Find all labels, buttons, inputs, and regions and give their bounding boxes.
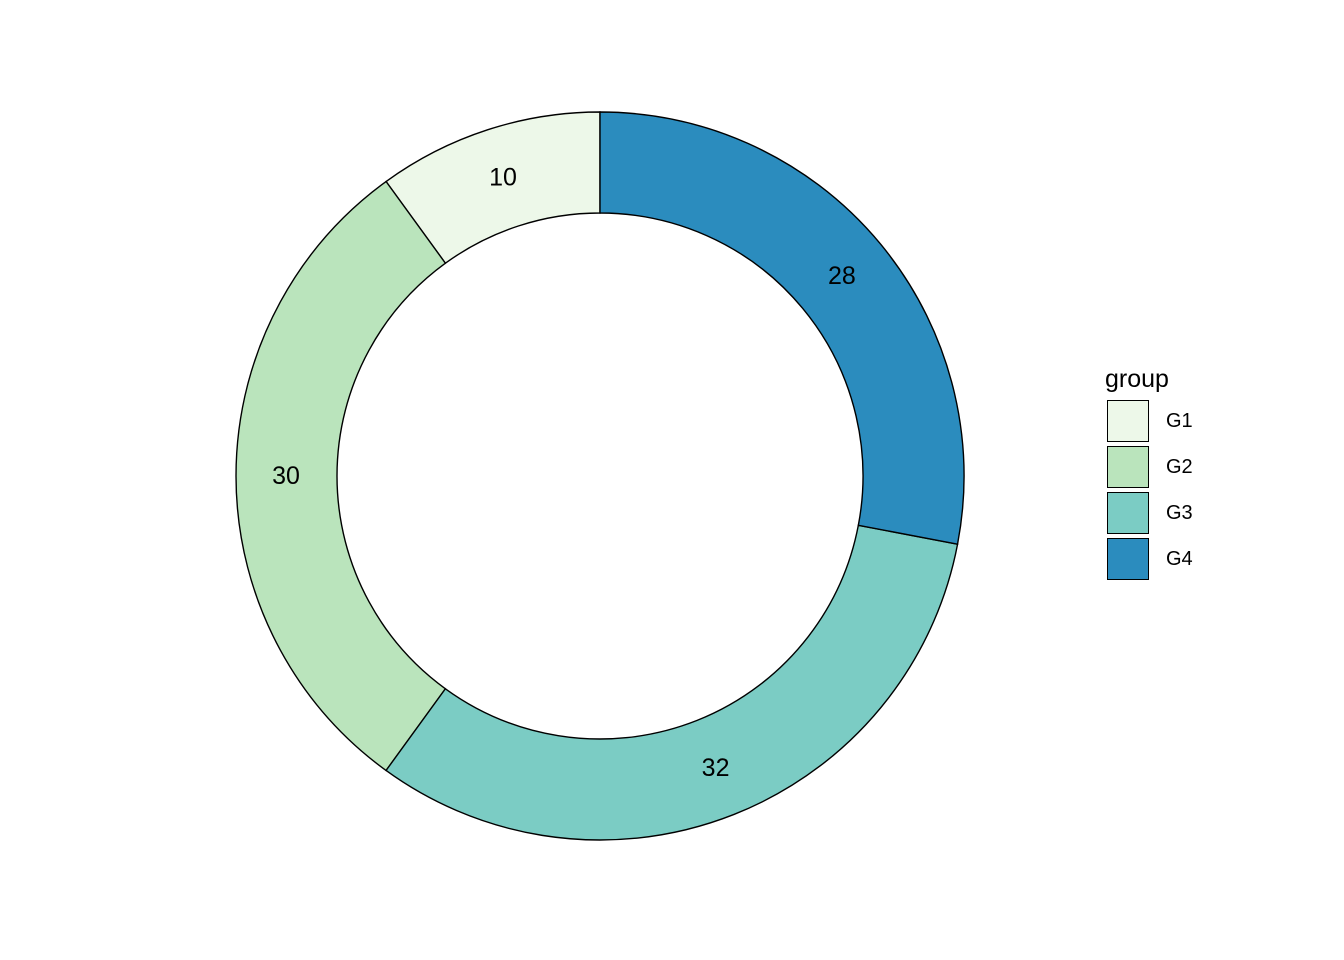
slice-label-g2: 30 — [272, 462, 300, 490]
legend-label-g3: G3 — [1166, 501, 1193, 524]
legend: group G1 G2 G3 G4 — [1105, 364, 1193, 582]
legend-label-g4: G4 — [1166, 547, 1193, 570]
legend-item-g3: G3 — [1105, 490, 1193, 536]
slice-g2 — [235, 180, 447, 772]
legend-item-g4: G4 — [1105, 536, 1193, 582]
legend-key-g1 — [1107, 400, 1149, 442]
legend-key-g2 — [1107, 446, 1149, 488]
slice-label-g4: 28 — [828, 262, 856, 290]
legend-key-g4 — [1107, 538, 1149, 580]
labels-group: 10 30 32 28 — [272, 163, 856, 782]
legend-key-g3 — [1107, 492, 1149, 534]
slice-label-g3: 32 — [702, 754, 730, 782]
slices-group — [235, 111, 965, 841]
slice-label-g1: 10 — [489, 163, 517, 191]
legend-item-g2: G2 — [1105, 444, 1193, 490]
legend-label-g1: G1 — [1166, 409, 1193, 432]
slice-g4 — [599, 111, 965, 546]
legend-items: G1 G2 G3 G4 — [1105, 398, 1193, 582]
legend-item-g1: G1 — [1105, 398, 1193, 444]
legend-title: group — [1105, 365, 1169, 393]
legend-label-g2: G2 — [1166, 455, 1193, 478]
slice-g3 — [385, 524, 959, 841]
